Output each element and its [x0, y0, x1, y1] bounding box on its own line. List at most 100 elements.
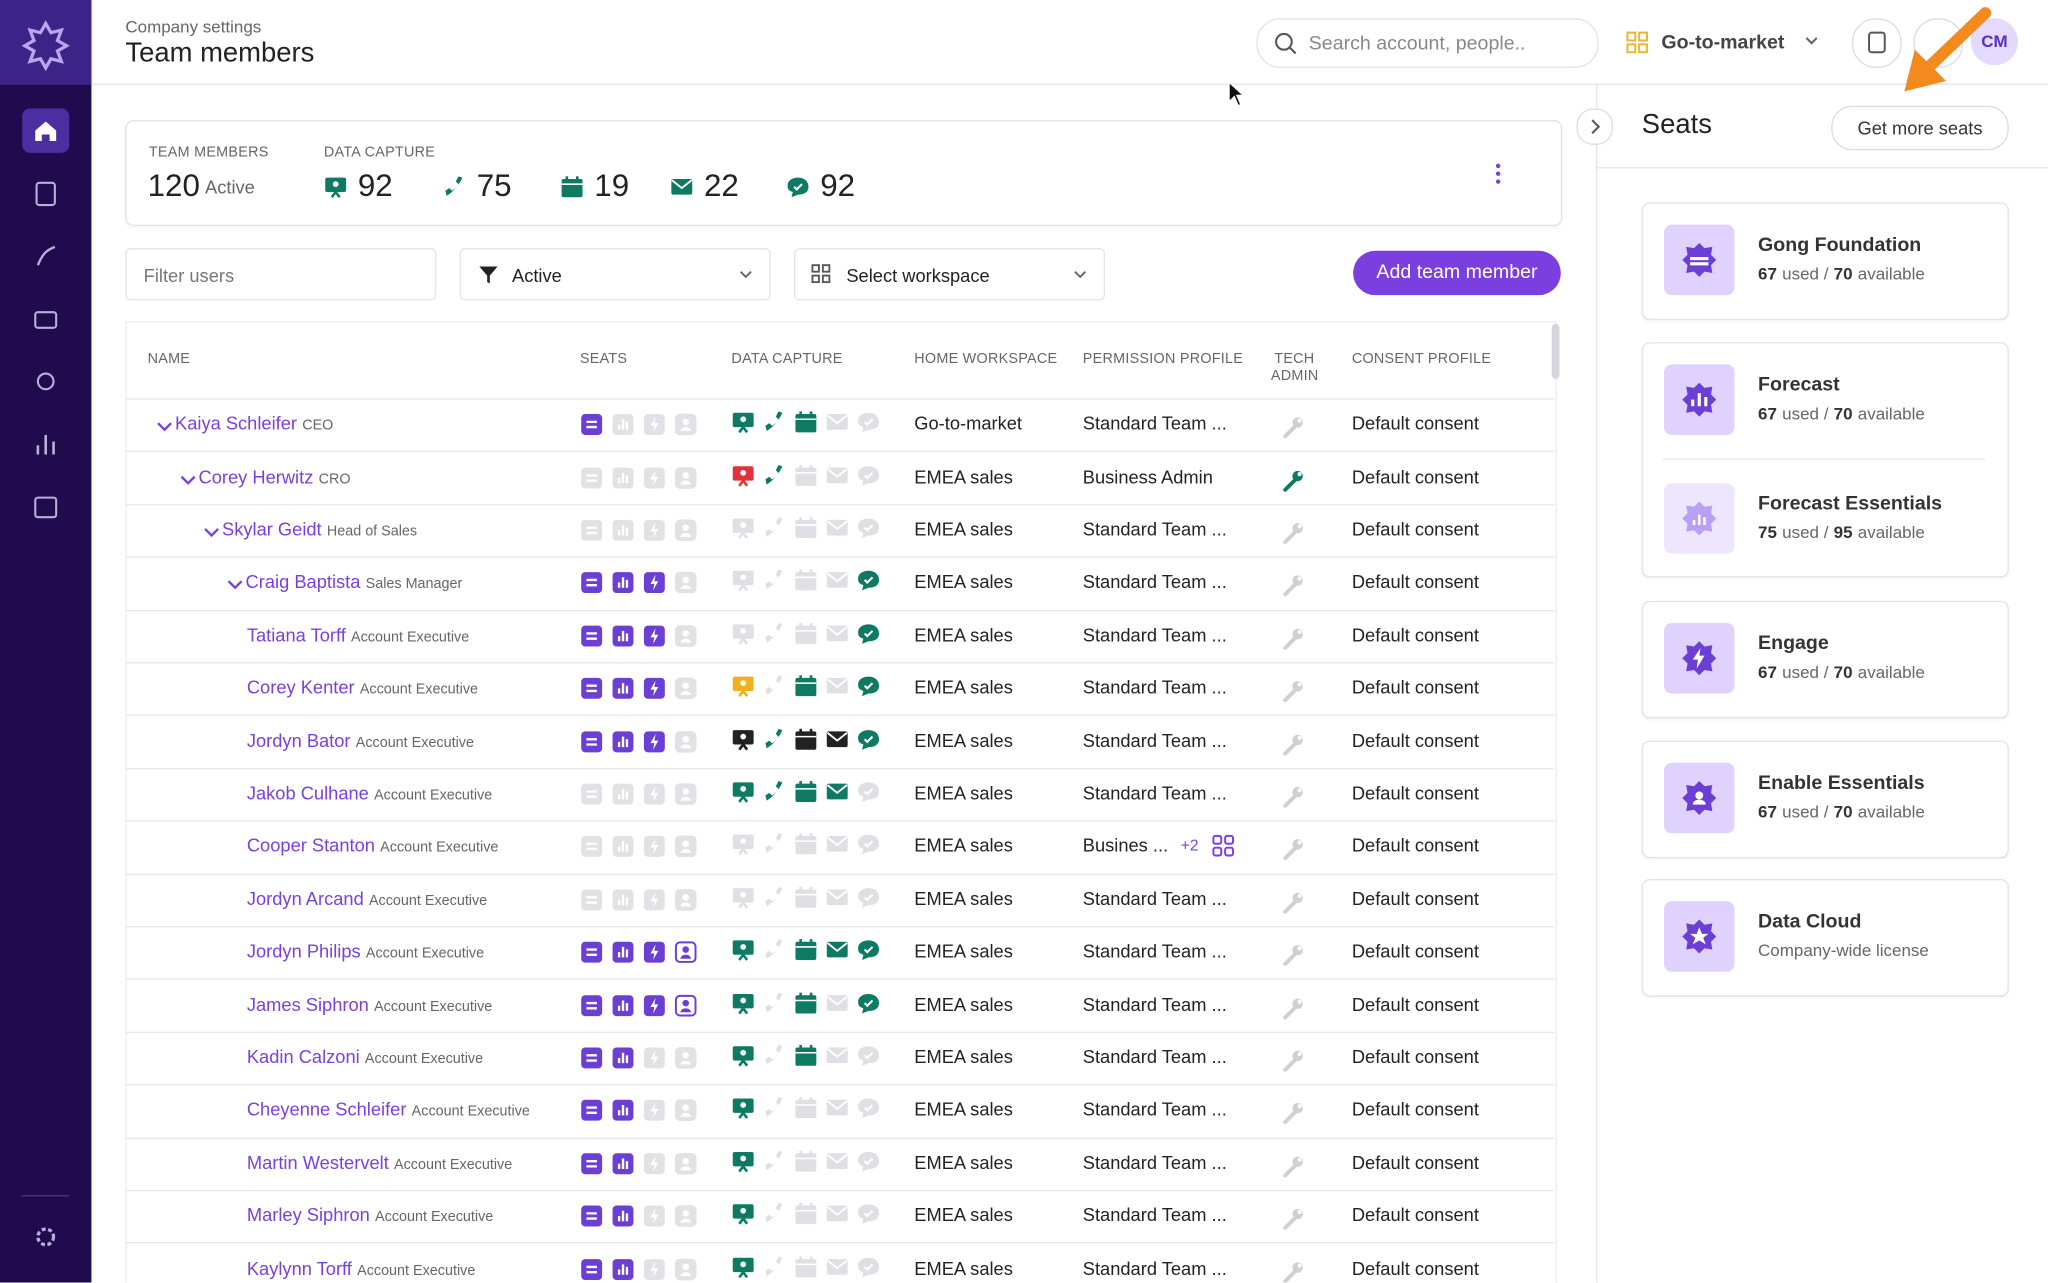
member-name[interactable]: Marley Siphron Account Executive [247, 1204, 493, 1225]
member-name-text[interactable]: Corey Kenter [246, 676, 355, 698]
member-name-text[interactable]: Jakob Culhane [246, 782, 369, 804]
nav-calendar[interactable] [22, 485, 69, 529]
tasks-button[interactable] [1852, 18, 1902, 68]
member-name-text[interactable]: Corey Herwitz [198, 465, 314, 487]
column-header[interactable]: CONSENT PROFILE [1351, 351, 1492, 368]
tech-admin-icon[interactable] [1281, 891, 1305, 915]
product-usage: 67 used /70 available [1758, 264, 1930, 284]
tech-admin-icon[interactable] [1281, 943, 1305, 967]
tech-admin-icon[interactable] [1281, 627, 1305, 651]
seat-icon [611, 1204, 635, 1228]
tech-admin-icon[interactable] [1281, 1049, 1305, 1073]
column-header[interactable]: DATA CAPTURE [731, 351, 843, 368]
member-title: Account Executive [365, 945, 485, 962]
member-name-text[interactable]: Kadin Calzoni [246, 1046, 360, 1068]
column-header[interactable]: TECH ADMIN [1270, 351, 1319, 384]
member-name[interactable]: Craig Baptista Sales Manager [246, 571, 463, 592]
member-name-text[interactable]: Cooper Stanton [246, 835, 375, 857]
tech-admin-icon[interactable] [1281, 732, 1305, 756]
workspace-dropdown[interactable]: Select workspace [794, 248, 1105, 301]
member-name-text[interactable]: Martin Westervelt [246, 1151, 389, 1173]
capture-icon [794, 1255, 818, 1279]
tech-admin-icon[interactable] [1281, 838, 1305, 862]
row-divider [125, 978, 1555, 981]
member-name-text[interactable]: Jordyn Arcand [246, 887, 364, 909]
tech-admin-icon[interactable] [1281, 785, 1305, 809]
help-button[interactable] [1913, 18, 1964, 68]
member-name[interactable]: James Siphron Account Executive [247, 993, 492, 1014]
member-name-text[interactable]: Jordyn Philips [246, 940, 361, 962]
tech-admin-icon[interactable] [1281, 1260, 1305, 1283]
tech-admin-icon[interactable] [1281, 416, 1305, 440]
member-name[interactable]: Kadin Calzoni Account Executive [247, 1046, 483, 1067]
workspace-value: Select workspace [846, 265, 990, 287]
member-title: Account Executive [394, 1156, 513, 1173]
expand-caret[interactable] [180, 470, 196, 485]
status-dropdown[interactable]: Active [459, 248, 771, 301]
member-name-text[interactable]: Kaiya Schleifer [175, 412, 297, 434]
tech-admin-icon[interactable] [1281, 1154, 1305, 1178]
consent-profile: Default consent [1351, 729, 1479, 751]
member-name-text[interactable]: Cheyenne Schleifer [246, 1098, 407, 1120]
tech-admin-icon[interactable] [1281, 521, 1305, 545]
nav-insights[interactable] [22, 422, 69, 466]
nav-engage[interactable] [22, 359, 69, 403]
nav-deals[interactable] [22, 296, 69, 340]
capture-icon [794, 1044, 818, 1068]
search[interactable]: Search account, people.. [1256, 18, 1599, 68]
member-name[interactable]: Corey Kenter Account Executive [247, 677, 478, 698]
capture-icon [794, 780, 818, 804]
consent-profile: Default consent [1351, 782, 1479, 804]
tech-admin-icon[interactable] [1281, 679, 1305, 703]
member-name[interactable]: Jakob Culhane Account Executive [247, 782, 492, 803]
workspace-selector[interactable]: Go-to-market [1661, 31, 1785, 54]
get-more-seats-button[interactable]: Get more seats [1831, 105, 2009, 151]
expand-caret[interactable] [157, 417, 173, 432]
member-name[interactable]: Martin Westervelt Account Executive [247, 1152, 512, 1173]
member-name[interactable]: Corey Herwitz CRO [199, 466, 351, 487]
consent-profile: Default consent [1351, 1204, 1479, 1226]
column-header[interactable]: HOME WORKSPACE [914, 351, 1058, 368]
tech-admin-icon[interactable] [1281, 1102, 1305, 1126]
member-name[interactable]: Jordyn Bator Account Executive [247, 730, 474, 751]
logo[interactable] [0, 0, 92, 85]
sidebar [0, 0, 92, 1283]
capture-icon [825, 463, 849, 487]
column-header[interactable]: SEATS [579, 351, 628, 368]
collapse-panel[interactable] [1576, 108, 1614, 145]
member-name-text[interactable]: Tatiana Torff [246, 624, 346, 645]
nav-tasks[interactable] [22, 171, 69, 215]
permission-profile: Standard Team ... [1082, 1046, 1227, 1068]
permission-extra[interactable]: +2 [1180, 836, 1199, 855]
tech-admin-icon[interactable] [1281, 468, 1305, 492]
nav-home[interactable] [22, 108, 70, 153]
member-name[interactable]: Kaiya Schleifer CEO [175, 413, 333, 434]
nav-calls[interactable] [22, 234, 69, 278]
add-team-member-button[interactable]: Add team member [1353, 250, 1561, 296]
tech-admin-icon[interactable] [1281, 996, 1305, 1020]
member-name[interactable]: Tatiana Torff Account Executive [247, 624, 469, 645]
product-icon [1663, 901, 1735, 972]
member-name[interactable]: Cooper Stanton Account Executive [247, 835, 499, 856]
column-header[interactable]: PERMISSION PROFILE [1082, 351, 1244, 368]
expand-caret[interactable] [204, 522, 220, 538]
member-name[interactable]: Jordyn Philips Account Executive [247, 941, 484, 962]
more-menu[interactable] [1492, 161, 1505, 187]
member-name[interactable]: Jordyn Arcand Account Executive [247, 888, 487, 909]
nav-settings[interactable] [22, 1215, 69, 1259]
member-name[interactable]: Cheyenne Schleifer Account Executive [247, 1099, 530, 1120]
scrollbar[interactable] [1551, 323, 1560, 379]
column-header[interactable]: NAME [147, 351, 191, 368]
member-name-text[interactable]: Craig Baptista [245, 571, 361, 593]
tech-admin-icon[interactable] [1281, 1207, 1305, 1231]
member-name[interactable]: Kaylynn Torff Account Executive [247, 1257, 475, 1278]
member-name-text[interactable]: James Siphron [246, 993, 369, 1015]
member-name-text[interactable]: Marley Siphron [246, 1204, 370, 1226]
filter-users[interactable]: Filter users [125, 248, 437, 301]
member-name-text[interactable]: Kaylynn Torff [246, 1257, 352, 1279]
member-name[interactable]: Skylar Geidt Head of Sales [222, 519, 417, 540]
tech-admin-icon[interactable] [1281, 574, 1305, 598]
member-name-text[interactable]: Jordyn Bator [246, 729, 351, 751]
member-name-text[interactable]: Skylar Geidt [222, 518, 322, 540]
expand-caret[interactable] [227, 575, 243, 590]
